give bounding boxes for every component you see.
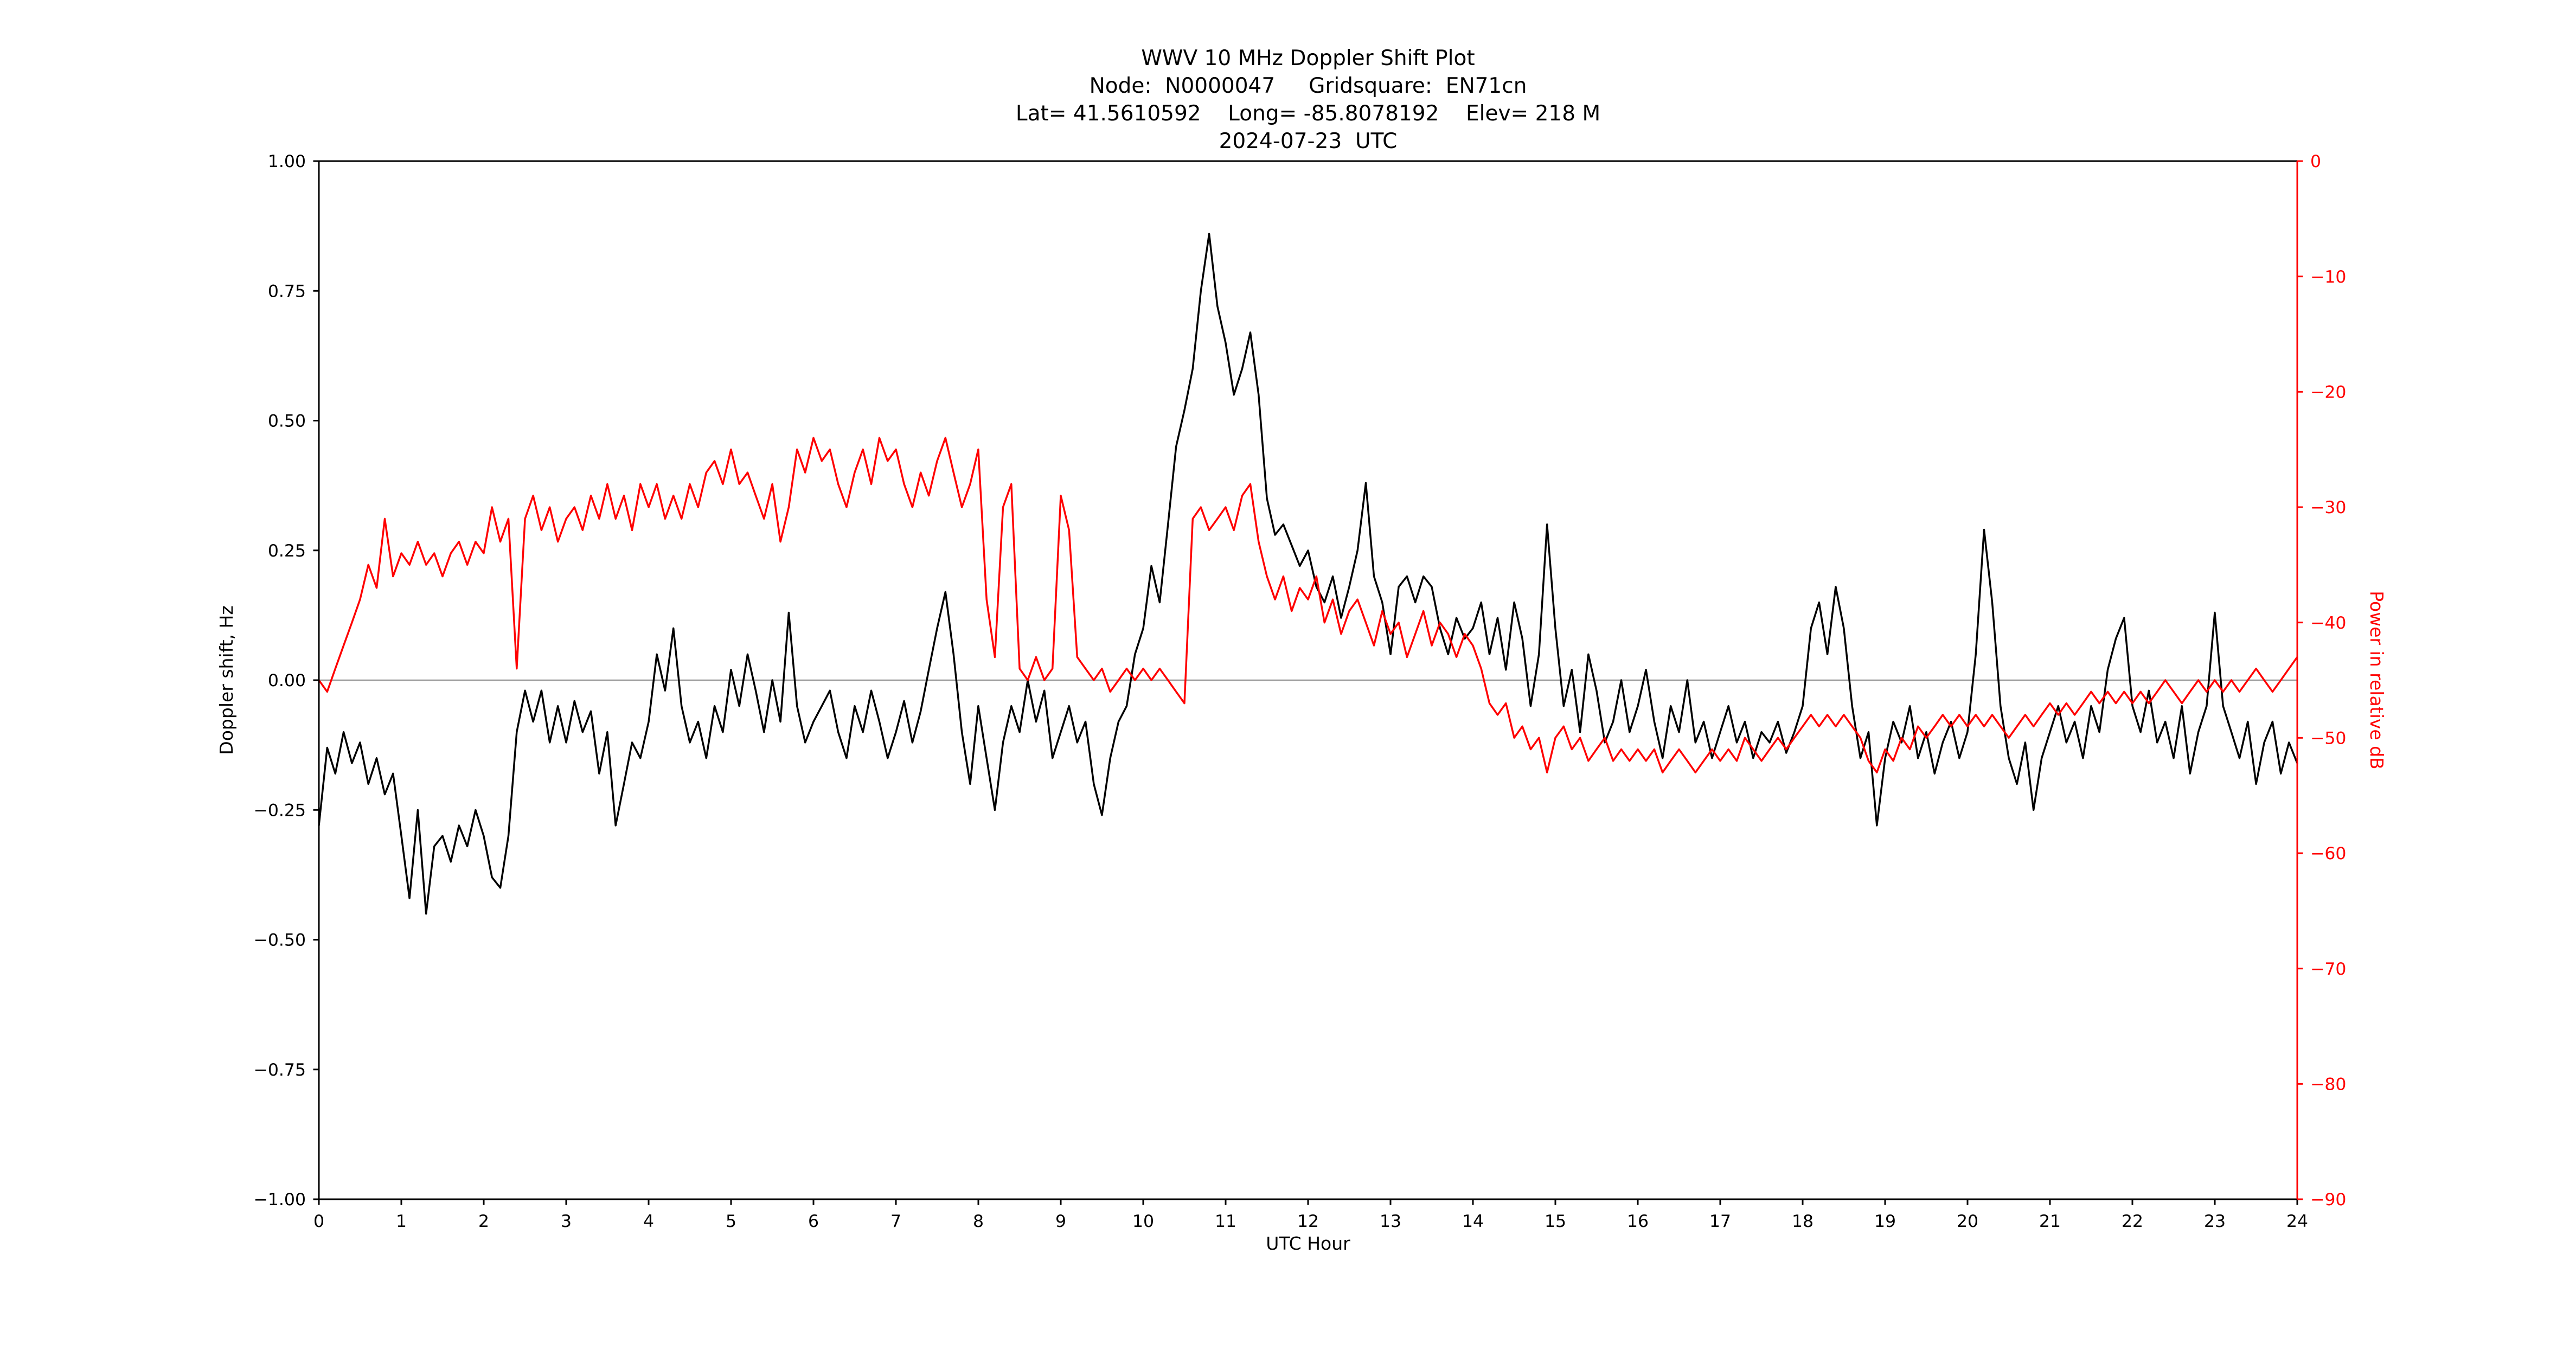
x-tick-label: 24 [2286,1212,2308,1231]
x-tick-label: 9 [1055,1212,1066,1231]
series-line-doppler [318,233,2298,915]
left-y-tick-label: −1.00 [253,1190,306,1210]
left-y-axis-label: Doppler shift, Hz [216,605,237,754]
series-line-power [318,437,2298,773]
x-tick-label: 15 [1545,1212,1566,1231]
right-y-axis-ticks: 0 −10 −20 −30 −40 −50 −60 −70 −80 −90 [2297,152,2346,1210]
right-y-tick-label: −30 [2310,498,2346,517]
left-y-tick-label: 0.25 [268,541,306,561]
right-y-axis-label: Power in relative dB [2366,591,2387,769]
left-y-tick-label: −0.25 [253,801,306,820]
chart-subtitle-node: Node: N0000047 Gridsquare: EN71cn [1090,74,1527,98]
x-tick-label: 14 [1462,1212,1484,1231]
x-axis-ticks: 0 1 2 3 4 5 6 7 8 9 10 11 12 13 14 15 16 17 18 19 20 21 22 23 24 [313,1199,2308,1231]
x-tick-label: 19 [1874,1212,1896,1231]
left-y-tick-label: 0.50 [268,412,306,431]
right-y-tick-label: −50 [2310,728,2346,748]
right-y-tick-label: −10 [2310,267,2346,287]
x-tick-label: 21 [2039,1212,2061,1231]
x-tick-label: 20 [1957,1212,1978,1231]
left-y-tick-label: 1.00 [268,152,306,171]
left-y-tick-label: 0.00 [268,671,306,690]
right-y-tick-label: −20 [2310,382,2346,402]
x-axis-label: UTC Hour [1266,1233,1350,1254]
x-tick-label: 10 [1132,1212,1154,1231]
x-tick-label: 18 [1792,1212,1814,1231]
chart-title: WWV 10 MHz Doppler Shift Plot [1141,46,1475,71]
x-tick-label: 8 [973,1212,984,1231]
x-tick-label: 5 [726,1212,736,1231]
x-tick-label: 22 [2122,1212,2143,1231]
chart-subtitle-location: Lat= 41.5610592 Long= -85.8078192 Elev= … [1016,101,1600,126]
left-y-tick-label: 0.75 [268,282,306,301]
x-tick-label: 4 [643,1212,654,1231]
left-y-tick-label: −0.75 [253,1060,306,1080]
right-y-tick-label: −70 [2310,960,2346,979]
x-tick-label: 16 [1627,1212,1649,1231]
right-y-tick-label: −60 [2310,844,2346,864]
right-y-tick-label: −90 [2310,1190,2346,1210]
left-y-axis-ticks: 1.00 0.75 0.50 0.25 0.00 −0.25 −0.50 −0.75 −1.00 [253,152,319,1210]
chart-subtitle-date: 2024-07-23 UTC [1219,129,1398,153]
right-y-tick-label: −80 [2310,1074,2346,1094]
left-y-tick-label: −0.50 [253,931,306,950]
x-tick-label: 7 [890,1212,901,1231]
x-tick-label: 17 [1709,1212,1731,1231]
right-y-tick-label: 0 [2310,152,2321,171]
x-tick-label: 23 [2204,1212,2226,1231]
x-tick-label: 2 [478,1212,489,1231]
data-series [318,233,2298,915]
x-tick-label: 1 [396,1212,407,1231]
right-y-tick-label: −40 [2310,613,2346,633]
x-tick-label: 12 [1297,1212,1319,1231]
x-tick-label: 11 [1215,1212,1236,1231]
x-tick-label: 3 [561,1212,572,1231]
x-tick-label: 6 [808,1212,819,1231]
x-tick-label: 0 [313,1212,324,1231]
x-tick-label: 13 [1380,1212,1401,1231]
